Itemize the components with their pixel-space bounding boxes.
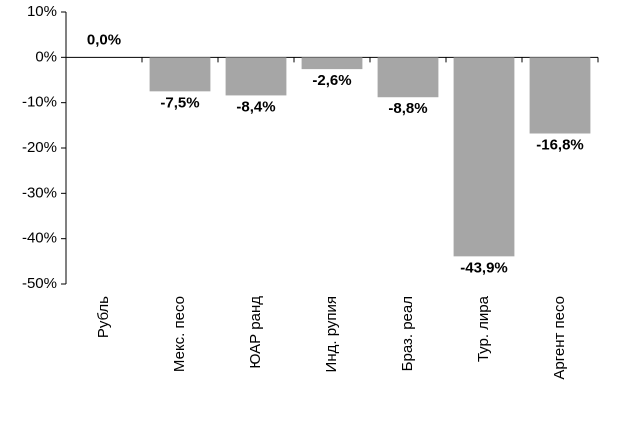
- x-tick-label: Тур. лира: [475, 295, 492, 362]
- x-tick-label: Инд. рупия: [323, 296, 340, 372]
- value-label: -8,8%: [388, 100, 427, 117]
- y-tick-label: 10%: [27, 3, 57, 20]
- y-tick-label: -50%: [22, 275, 57, 292]
- x-tick-label: Браз. реал: [399, 296, 416, 371]
- value-label: -7,5%: [160, 94, 199, 111]
- value-label: -2,6%: [312, 72, 351, 89]
- value-label: -43,9%: [460, 259, 508, 276]
- y-tick-label: -20%: [22, 139, 57, 156]
- bar: [301, 57, 363, 70]
- bar: [453, 57, 515, 257]
- bar: [149, 57, 211, 92]
- y-tick-label: -40%: [22, 230, 57, 247]
- bar: [529, 57, 591, 134]
- y-tick-label: -10%: [22, 94, 57, 111]
- bar: [377, 57, 439, 98]
- value-label: -16,8%: [536, 136, 584, 153]
- y-tick-label: 0%: [35, 48, 57, 65]
- value-label: -8,4%: [236, 98, 275, 115]
- x-tick-label: Аргент песо: [551, 296, 568, 380]
- value-label: 0,0%: [87, 31, 121, 48]
- y-tick-label: -30%: [22, 184, 57, 201]
- x-tick-label: ЮАР ранд: [247, 296, 264, 369]
- x-tick-label: Мекс. песо: [171, 296, 188, 372]
- x-tick-label: Рубль: [95, 296, 112, 338]
- bar: [225, 57, 287, 96]
